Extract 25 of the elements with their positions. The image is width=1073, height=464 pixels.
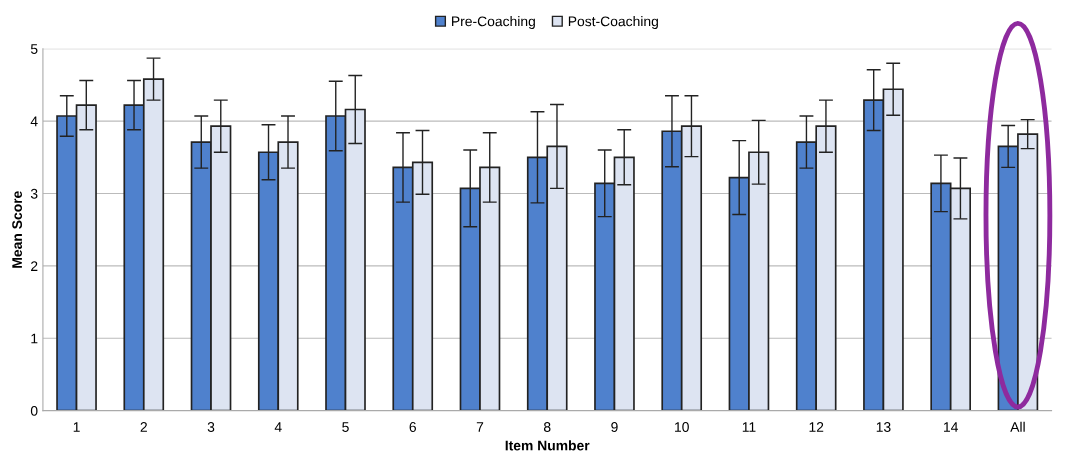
y-tick-label: 0 [30, 405, 38, 416]
x-axis-title: Item Number [505, 440, 590, 451]
x-tick-label: 1 [73, 422, 80, 432]
x-tick-label: 10 [675, 422, 689, 432]
x-tick-label: 2 [140, 422, 147, 432]
x-tick-label: 5 [342, 422, 349, 432]
x-tick-label: All [1010, 421, 1025, 432]
x-tick-label: 12 [809, 422, 824, 432]
x-tick-label: 8 [543, 422, 551, 432]
y-tick-label: 3 [30, 188, 38, 199]
y-tick-label: 2 [31, 261, 38, 271]
x-tick-label: 7 [476, 422, 484, 432]
x-tick-label: 11 [742, 422, 756, 432]
legend-label: Post-Coaching [568, 16, 658, 29]
y-axis-title: Mean Score [12, 191, 23, 268]
y-tick-label: 4 [30, 116, 38, 127]
x-tick-label: 4 [274, 422, 282, 432]
legend-label: Pre-Coaching [452, 16, 535, 29]
y-tick-label: 1 [31, 333, 38, 344]
x-tick-label: 14 [944, 422, 958, 432]
y-tick-label: 5 [30, 44, 38, 54]
x-tick-label: 6 [409, 422, 416, 432]
x-tick-label: 9 [611, 422, 618, 432]
x-tick-label: 13 [876, 422, 891, 432]
x-tick-label: 3 [207, 422, 215, 432]
